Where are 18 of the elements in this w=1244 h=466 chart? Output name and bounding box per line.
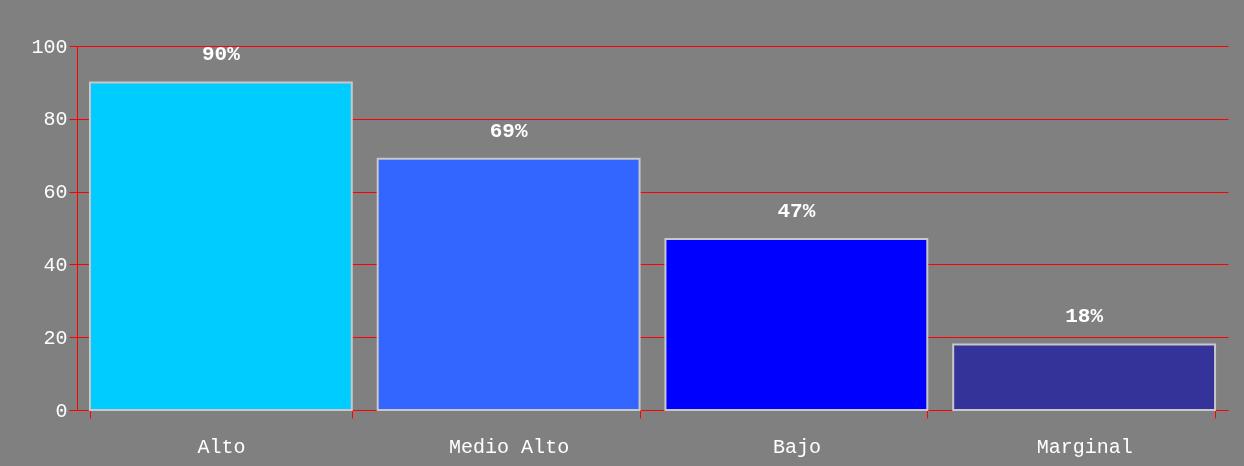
y-tick-label: 100 — [31, 35, 68, 59]
y-tick-label: 20 — [43, 326, 68, 350]
bar — [952, 343, 1217, 411]
data-label: 90% — [201, 43, 241, 67]
x-tick-label: Bajo — [772, 435, 821, 459]
bar — [664, 237, 929, 411]
data-label: 47% — [777, 199, 816, 223]
y-tick-label: 0 — [55, 399, 68, 423]
bar — [88, 81, 353, 411]
y-tick-label: 40 — [43, 253, 68, 277]
y-tick-label: 80 — [43, 108, 68, 132]
x-tick-label: Marginal — [1036, 435, 1133, 459]
x-tick-label: Alto — [197, 435, 246, 459]
data-label: 18% — [1065, 305, 1104, 329]
x-tick-label: Medio Alto — [449, 435, 570, 459]
data-label: 69% — [489, 119, 528, 143]
y-tick-label: 60 — [43, 181, 68, 205]
bar — [376, 157, 641, 411]
